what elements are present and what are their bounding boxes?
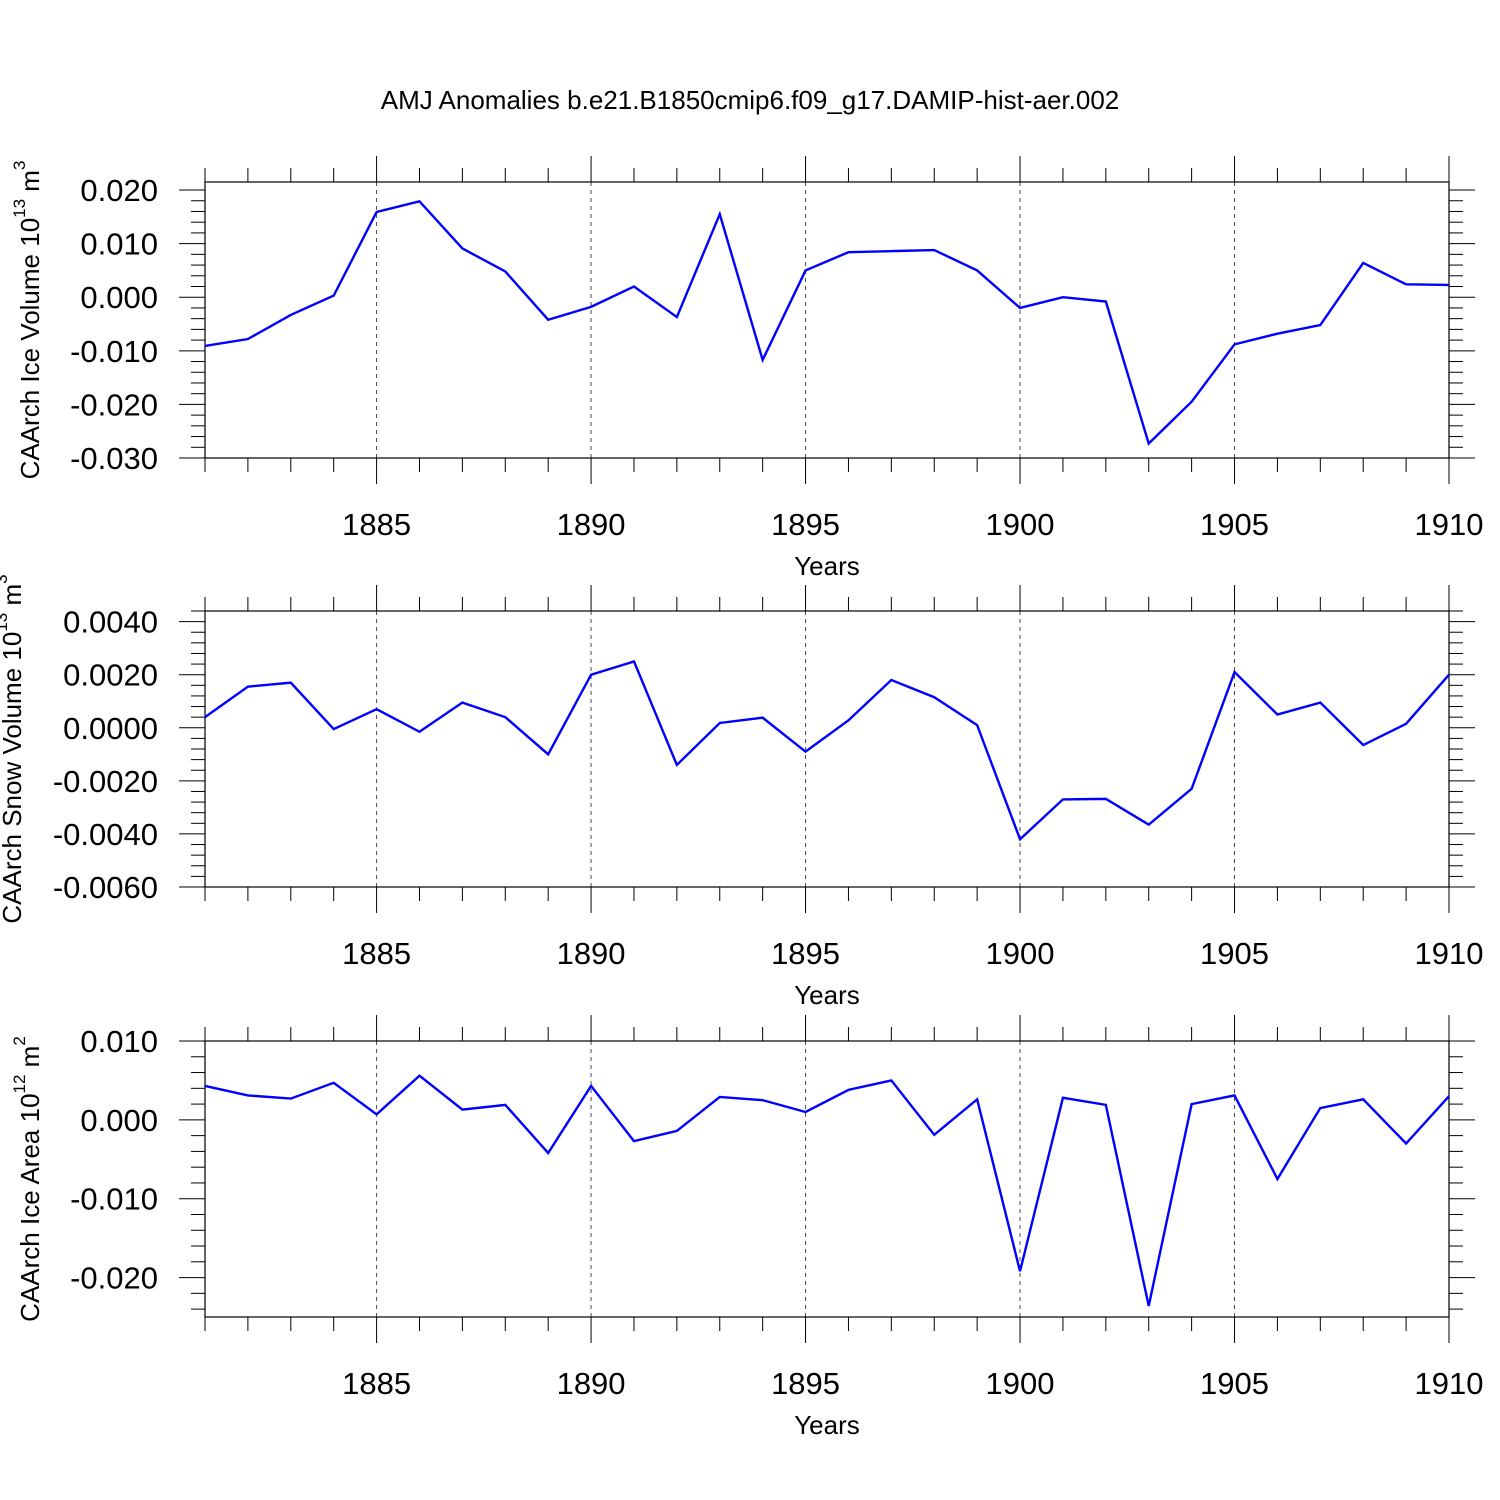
y-tick-label: 0.010 (80, 227, 158, 262)
y-tick-label: 0.020 (80, 173, 158, 208)
panels: 1885 1890 1895 1900 1905 1910 Years -0.030 -0.02… (0, 156, 1483, 1440)
y-axis-label: CAArch Ice Volume 1013 m3 (10, 161, 44, 480)
y-tick-label: -0.010 (70, 1182, 158, 1217)
x-tick-label: 1905 (1200, 1366, 1269, 1401)
x-tick-label: 1890 (557, 507, 626, 542)
x-axis-label: Years (794, 551, 860, 581)
x-tick-label: 1885 (342, 507, 411, 542)
y-tick-label: -0.020 (70, 387, 158, 422)
y-tick-label: 0.0020 (63, 658, 158, 693)
x-tick-label: 1895 (771, 1366, 840, 1401)
y-tick-label: 0.0040 (63, 605, 158, 640)
x-tick-label: 1885 (342, 936, 411, 971)
series-line-1 (204, 1074, 1450, 1307)
x-axis-label: Years (794, 1410, 860, 1440)
x-tick-label: 1900 (986, 1366, 1055, 1401)
panel-2: 1885 1890 1895 1900 1905 1910 Years -0.0060 -0.0… (0, 574, 1483, 1010)
series-line-1 (204, 659, 1450, 842)
series-line-1 (204, 199, 1450, 446)
y-axis-label: CAArch Ice Area 1012 m2 (10, 1036, 44, 1322)
y-axis-label: CAArch Snow Volume 1013 m3 (0, 574, 27, 923)
chart-title: AMJ Anomalies b.e21.B1850cmip6.f09_g17.D… (381, 85, 1120, 115)
y-tick-label: -0.020 (70, 1261, 158, 1296)
x-axis-label: Years (794, 980, 860, 1010)
plot-frame (204, 610, 1450, 888)
y-tick-label: -0.0020 (53, 764, 158, 799)
y-tick-label: 0.0000 (63, 711, 158, 746)
y-tick-label: -0.0040 (53, 817, 158, 852)
x-tick-label: 1885 (342, 1366, 411, 1401)
x-tick-label: 1900 (986, 936, 1055, 971)
x-tick-label: 1900 (986, 507, 1055, 542)
panel-3: 1885 1890 1895 1900 1905 1910 Years -0.020 -0.01… (10, 1015, 1483, 1440)
y-tick-label: 0.000 (80, 280, 158, 315)
x-tick-label: 1890 (557, 936, 626, 971)
x-tick-label: 1910 (1415, 1366, 1484, 1401)
x-tick-label: 1905 (1200, 507, 1269, 542)
y-tick-label: -0.030 (70, 441, 158, 476)
plot-frame (204, 1040, 1450, 1318)
y-tick-label: 0.000 (80, 1103, 158, 1138)
panel-1: 1885 1890 1895 1900 1905 1910 Years -0.030 -0.02… (10, 156, 1483, 581)
y-tick-label: -0.0060 (53, 870, 158, 905)
x-tick-label: 1910 (1415, 936, 1484, 971)
y-tick-label: 0.010 (80, 1024, 158, 1059)
y-tick-label: -0.010 (70, 334, 158, 369)
plot-frame (204, 181, 1450, 459)
x-tick-label: 1895 (771, 936, 840, 971)
x-tick-label: 1910 (1415, 507, 1484, 542)
x-tick-label: 1895 (771, 507, 840, 542)
x-tick-label: 1890 (557, 1366, 626, 1401)
x-tick-label: 1905 (1200, 936, 1269, 971)
